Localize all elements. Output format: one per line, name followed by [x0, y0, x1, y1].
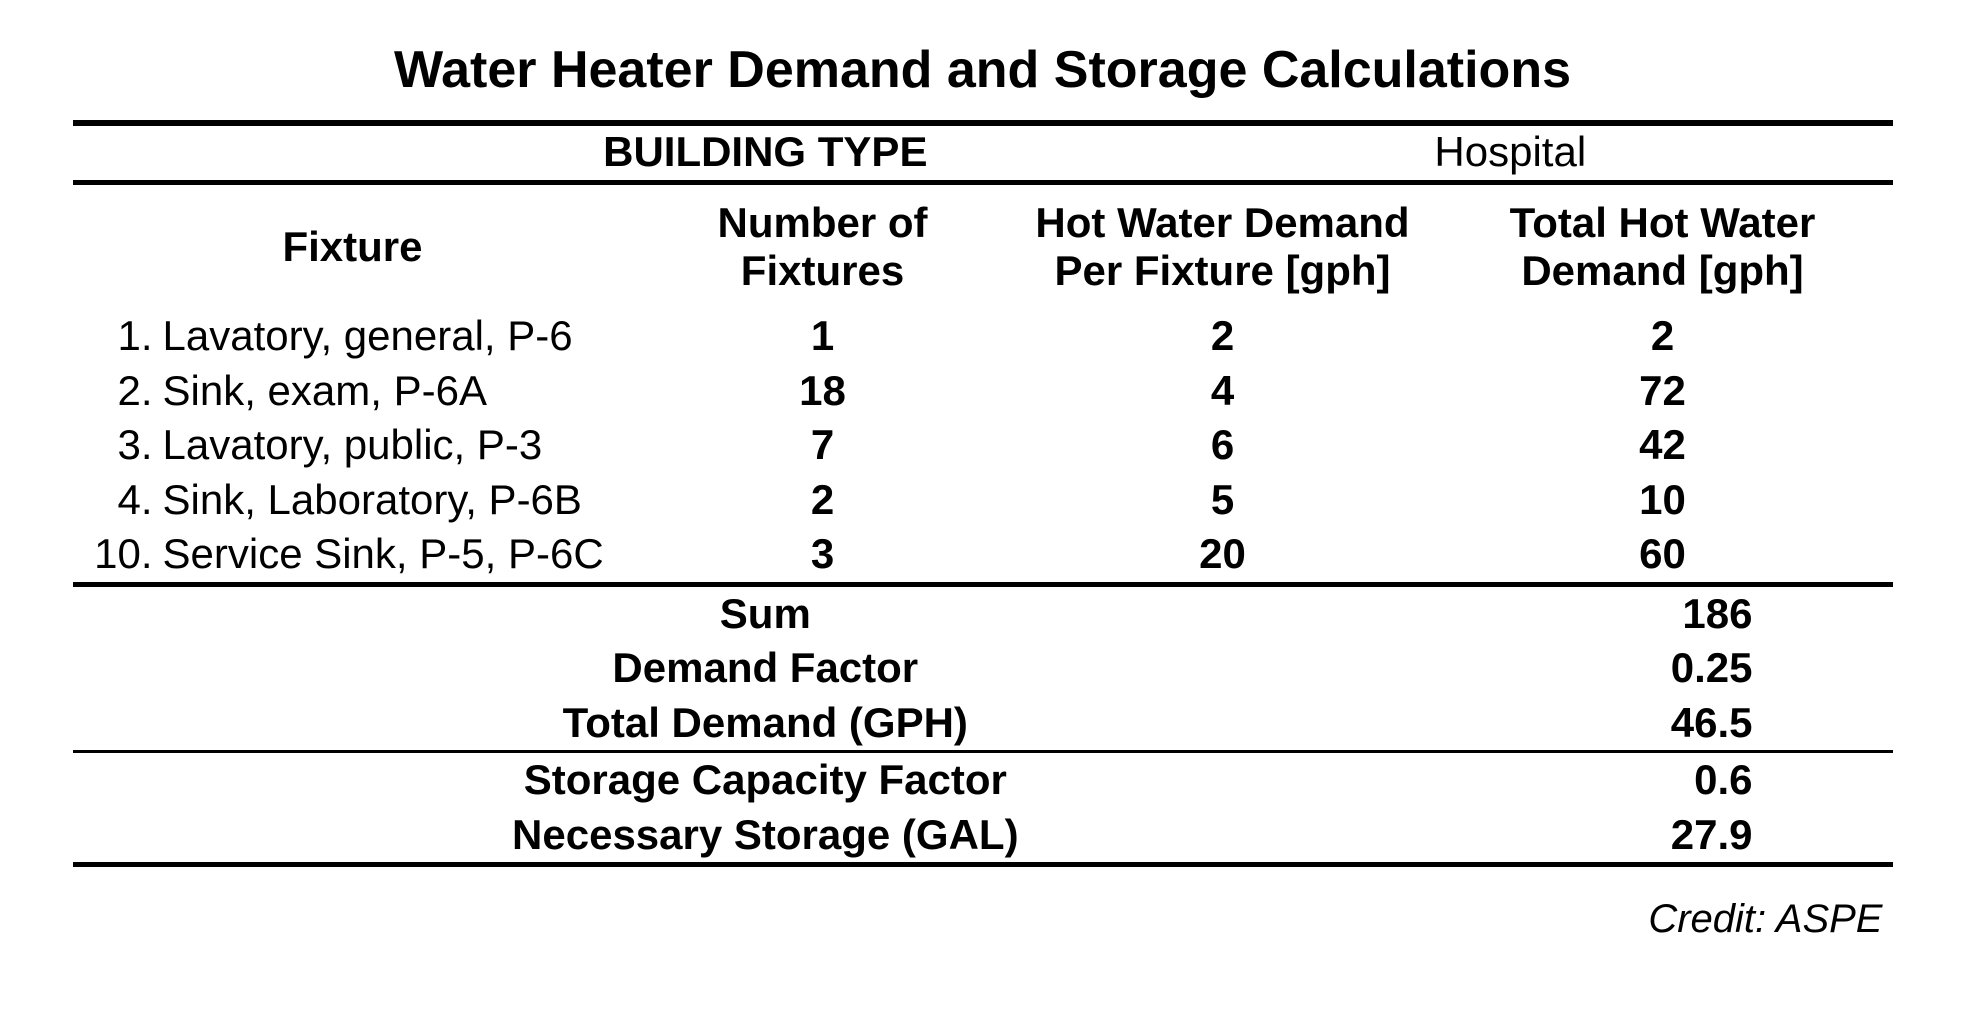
summary-label: Sum: [73, 588, 1129, 641]
table-row: 4. Sink, Laboratory, P-6B 2 5 10: [73, 473, 1893, 528]
summary-label: Storage Capacity Factor: [73, 754, 1129, 807]
row-fixture: Sink, exam, P-6A: [163, 365, 633, 418]
calc-table: BUILDING TYPE Hospital Fixture Number of…: [73, 120, 1893, 867]
row-num: 2: [633, 474, 1013, 527]
row-index: 2.: [73, 365, 163, 418]
row-num: 18: [633, 365, 1013, 418]
row-tot: 60: [1433, 528, 1893, 581]
summary-row: Sum 186: [73, 587, 1893, 642]
row-fixture: Lavatory, public, P-3: [163, 419, 633, 472]
summary-label: Total Demand (GPH): [73, 697, 1129, 750]
row-per: 20: [1013, 528, 1433, 581]
row-tot: 10: [1433, 474, 1893, 527]
row-num: 3: [633, 528, 1013, 581]
summary-label: Demand Factor: [73, 642, 1129, 695]
row-per: 2: [1013, 310, 1433, 363]
col-header-tot: Total Hot Water Demand [gph]: [1433, 199, 1893, 295]
row-per: 5: [1013, 474, 1433, 527]
summary-value: 186: [1128, 588, 1892, 641]
summary-row: Necessary Storage (GAL) 27.9: [73, 808, 1893, 863]
col-header-per: Hot Water Demand Per Fixture [gph]: [1013, 199, 1433, 295]
row-per: 6: [1013, 419, 1433, 472]
credit-line: Credit: ASPE: [73, 897, 1893, 942]
row-index: 1.: [73, 310, 163, 363]
column-headers: Fixture Number of Fixtures Hot Water Dem…: [73, 185, 1893, 309]
row-fixture: Service Sink, P-5, P-6C: [163, 528, 633, 581]
rule-bottom: [73, 862, 1893, 867]
row-index: 3.: [73, 419, 163, 472]
summary-value: 46.5: [1128, 697, 1892, 750]
summary-value: 0.25: [1128, 642, 1892, 695]
row-tot: 42: [1433, 419, 1893, 472]
table-row: 3. Lavatory, public, P-3 7 6 42: [73, 418, 1893, 473]
building-type-label: BUILDING TYPE: [73, 128, 1129, 176]
summary-row: Storage Capacity Factor 0.6: [73, 753, 1893, 808]
row-fixture: Lavatory, general, P-6: [163, 310, 633, 363]
building-type-row: BUILDING TYPE Hospital: [73, 126, 1893, 180]
table-row: 1. Lavatory, general, P-6 1 2 2: [73, 309, 1893, 364]
summary-value: 27.9: [1128, 809, 1892, 862]
col-header-num: Number of Fixtures: [633, 199, 1013, 295]
table-row: 10. Service Sink, P-5, P-6C 3 20 60: [73, 527, 1893, 582]
col-header-fixture: Fixture: [73, 223, 633, 271]
summary-row: Demand Factor 0.25: [73, 641, 1893, 696]
row-per: 4: [1013, 365, 1433, 418]
summary-row: Total Demand (GPH) 46.5: [73, 696, 1893, 751]
row-index: 10.: [73, 528, 163, 581]
row-num: 1: [633, 310, 1013, 363]
summary-label: Necessary Storage (GAL): [73, 809, 1129, 862]
building-type-value: Hospital: [1128, 128, 1892, 176]
row-num: 7: [633, 419, 1013, 472]
summary-value: 0.6: [1128, 754, 1892, 807]
page-title: Water Heater Demand and Storage Calculat…: [394, 40, 1571, 100]
row-tot: 2: [1433, 310, 1893, 363]
row-tot: 72: [1433, 365, 1893, 418]
table-row: 2. Sink, exam, P-6A 18 4 72: [73, 364, 1893, 419]
row-index: 4.: [73, 474, 163, 527]
row-fixture: Sink, Laboratory, P-6B: [163, 474, 633, 527]
